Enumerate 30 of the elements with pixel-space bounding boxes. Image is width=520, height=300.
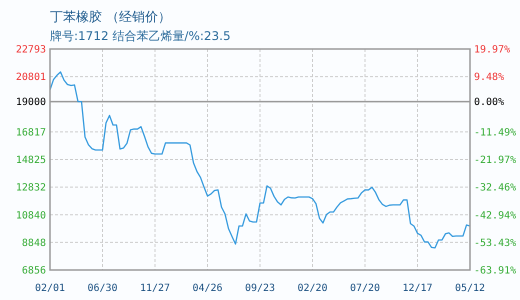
y2-tick-label: 0.00%: [474, 97, 504, 108]
y2-tick-label: -11.49%: [474, 127, 516, 138]
x-tick-label: 09/23: [244, 283, 276, 294]
x-tick-label: 04/26: [192, 283, 223, 294]
y2-tick-label: 9.48%: [474, 72, 504, 84]
chart-title: 丁苯橡胶 （经销价）: [50, 10, 172, 25]
y2-tick-label: -42.94%: [474, 210, 516, 222]
y-tick-label: 8848: [22, 238, 46, 249]
x-tick-label: 02/20: [297, 283, 328, 294]
x-tick-label: 06/30: [87, 283, 118, 294]
y-tick-label: 14825: [16, 154, 46, 166]
y-tick-label: 20801: [16, 72, 46, 84]
y2-tick-label: -53.43%: [474, 238, 516, 249]
x-tick-label: 11/27: [140, 283, 170, 294]
x-tick-label: 05/12: [454, 283, 486, 294]
y-tick-label: 16817: [16, 127, 46, 138]
y-tick-label: 10840: [16, 210, 46, 222]
x-tick-label: 02/01: [34, 283, 66, 294]
y2-tick-label: -21.97%: [474, 155, 516, 166]
y-tick-label: 12832: [16, 182, 46, 194]
y2-tick-label: -63.91%: [474, 266, 516, 276]
x-tick-label: 07/20: [350, 283, 380, 294]
y-tick-label: 22793: [16, 44, 46, 56]
chart-subtitle: 牌号:1712 结合苯乙烯量/%:23.5: [50, 29, 231, 43]
y2-tick-label: -32.46%: [474, 182, 516, 194]
y-tick-label: 6856: [22, 266, 46, 276]
y-tick-label: 19000: [16, 97, 46, 108]
y2-tick-label: 19.97%: [474, 44, 510, 56]
x-tick-label: 12/17: [402, 283, 433, 294]
line-series: [49, 71, 471, 249]
